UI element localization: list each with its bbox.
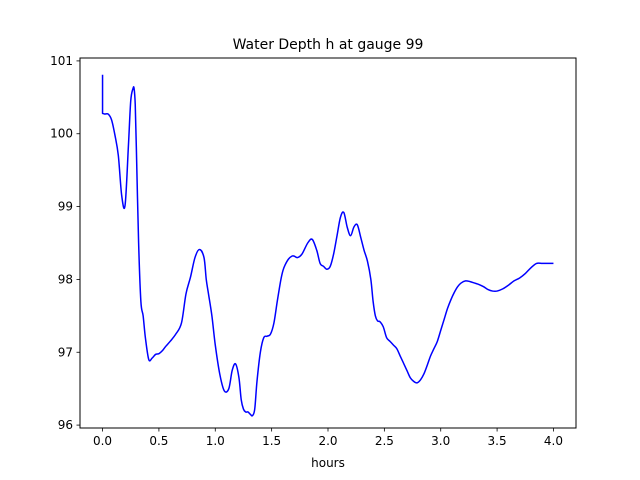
y-tick-label: 98 xyxy=(58,272,73,286)
ticks: 0.0 0.5 1.0 1.5 2.0 2.5 3.0 3.5 4.0 96 97 98 99 100 10… xyxy=(50,54,563,448)
x-axis-label: hours xyxy=(311,456,345,470)
x-tick-label: 1.5 xyxy=(262,434,281,448)
y-tick-label: 97 xyxy=(58,345,73,359)
x-tick-label: 1.0 xyxy=(206,434,225,448)
chart-title: Water Depth h at gauge 99 xyxy=(233,37,424,53)
y-tick-label: 100 xyxy=(50,127,73,141)
x-tick-label: 2.0 xyxy=(318,434,337,448)
x-tick-label: 0.5 xyxy=(149,434,168,448)
y-tick-label: 99 xyxy=(58,200,73,214)
y-tick-label: 96 xyxy=(58,418,73,432)
plot-area-frame xyxy=(79,57,577,429)
water-depth-series-line xyxy=(101,74,554,417)
x-tick-label: 3.0 xyxy=(431,434,450,448)
x-tick-label: 4.0 xyxy=(544,434,563,448)
x-tick-label: 3.5 xyxy=(488,434,507,448)
x-tick-label: 2.5 xyxy=(375,434,394,448)
x-tick-label: 0.0 xyxy=(93,434,112,448)
y-tick-label: 101 xyxy=(50,54,73,68)
